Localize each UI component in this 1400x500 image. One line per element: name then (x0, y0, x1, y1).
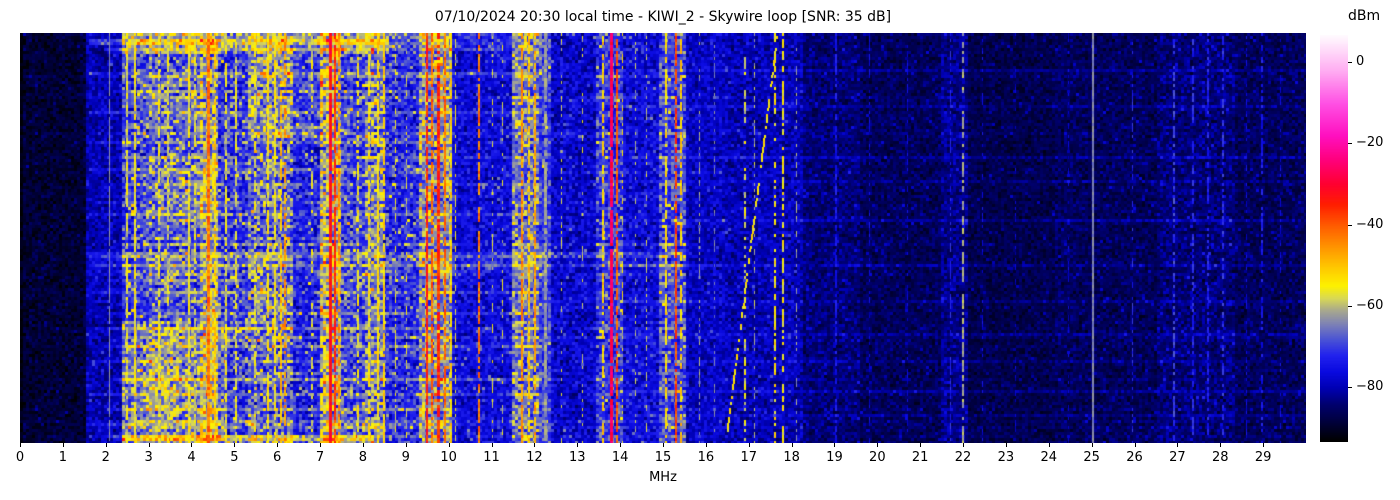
x-tick-mark (362, 443, 364, 447)
x-tick-mark (234, 443, 236, 447)
colorbar-tick-mark (1348, 143, 1352, 145)
colorbar-tick-mark (1348, 306, 1352, 308)
x-tick-label: 25 (1083, 450, 1100, 465)
x-tick-label: 22 (954, 450, 972, 465)
x-tick-label: 17 (740, 450, 757, 465)
x-tick-mark (1263, 443, 1265, 447)
x-tick-mark (1005, 443, 1007, 447)
x-tick-mark (191, 443, 193, 447)
x-tick-label: 9 (401, 450, 410, 465)
x-tick-mark (491, 443, 493, 447)
x-tick-mark (1048, 443, 1050, 447)
x-tick-mark (1091, 443, 1093, 447)
x-tick-label: 28 (1211, 450, 1229, 465)
x-tick-label: 5 (230, 450, 239, 465)
x-tick-mark (62, 443, 64, 447)
x-tick-mark (577, 443, 579, 447)
x-tick-label: 14 (611, 450, 629, 465)
x-tick-label: 13 (568, 450, 586, 465)
x-tick-label: 4 (187, 450, 196, 465)
x-tick-mark (834, 443, 836, 447)
x-tick-mark (1177, 443, 1179, 447)
colorbar-gradient (1320, 35, 1348, 442)
x-tick-mark (620, 443, 622, 447)
x-tick-label: 23 (997, 450, 1015, 465)
colorbar-tick-label: −40 (1356, 216, 1384, 232)
x-tick-label: 11 (483, 450, 500, 465)
x-tick-label: 24 (1040, 450, 1058, 465)
x-tick-label: 29 (1254, 450, 1272, 465)
x-tick-label: 20 (869, 450, 886, 465)
colorbar-tick-mark (1348, 61, 1352, 63)
x-tick-label: 1 (58, 450, 67, 465)
x-axis-label: MHz (649, 470, 677, 485)
colorbar-tick-label: −80 (1356, 379, 1384, 395)
x-tick-label: 8 (358, 450, 368, 465)
x-tick-mark (20, 443, 21, 447)
x-tick-mark (105, 443, 107, 447)
x-tick-mark (877, 443, 879, 447)
colorbar-tick-label: −60 (1356, 298, 1384, 314)
x-tick-mark (277, 443, 279, 447)
x-tick-label: 19 (826, 450, 843, 465)
colorbar-tick-mark (1348, 224, 1352, 226)
x-tick-mark (963, 443, 965, 447)
x-tick-label: 7 (315, 450, 325, 465)
x-tick-label: 15 (654, 450, 672, 465)
x-tick-mark (534, 443, 536, 447)
x-tick-label: 21 (911, 450, 929, 465)
x-tick-mark (448, 443, 450, 447)
colorbar-unit-label: dBm (1348, 8, 1381, 24)
x-tick-mark (748, 443, 750, 447)
x-tick-mark (705, 443, 707, 447)
colorbar-tick-label: 0 (1356, 53, 1365, 69)
spectrogram-heatmap (20, 33, 1306, 443)
x-tick-label: 6 (273, 450, 282, 465)
x-tick-label: 18 (783, 450, 800, 465)
x-tick-mark (663, 443, 664, 447)
x-tick-mark (1220, 443, 1222, 447)
x-tick-label: 27 (1169, 450, 1186, 465)
colorbar-tick-label: −20 (1356, 135, 1384, 151)
x-tick-label: 2 (101, 450, 110, 465)
x-tick-label: 26 (1126, 450, 1143, 465)
colorbar-tick-mark (1348, 387, 1352, 389)
x-tick-label: 12 (526, 450, 543, 465)
plot-title: 07/10/2024 20:30 local time - KIWI_2 - S… (434, 9, 892, 25)
x-tick-label: 16 (697, 450, 715, 465)
x-tick-label: 3 (144, 450, 153, 465)
x-tick-mark (1134, 443, 1136, 447)
x-tick-mark (148, 443, 150, 447)
x-tick-label: 0 (15, 450, 25, 465)
x-tick-mark (791, 443, 793, 447)
x-tick-mark (920, 443, 922, 447)
x-tick-mark (405, 443, 407, 447)
x-tick-mark (320, 443, 322, 447)
x-tick-label: 10 (440, 450, 457, 465)
